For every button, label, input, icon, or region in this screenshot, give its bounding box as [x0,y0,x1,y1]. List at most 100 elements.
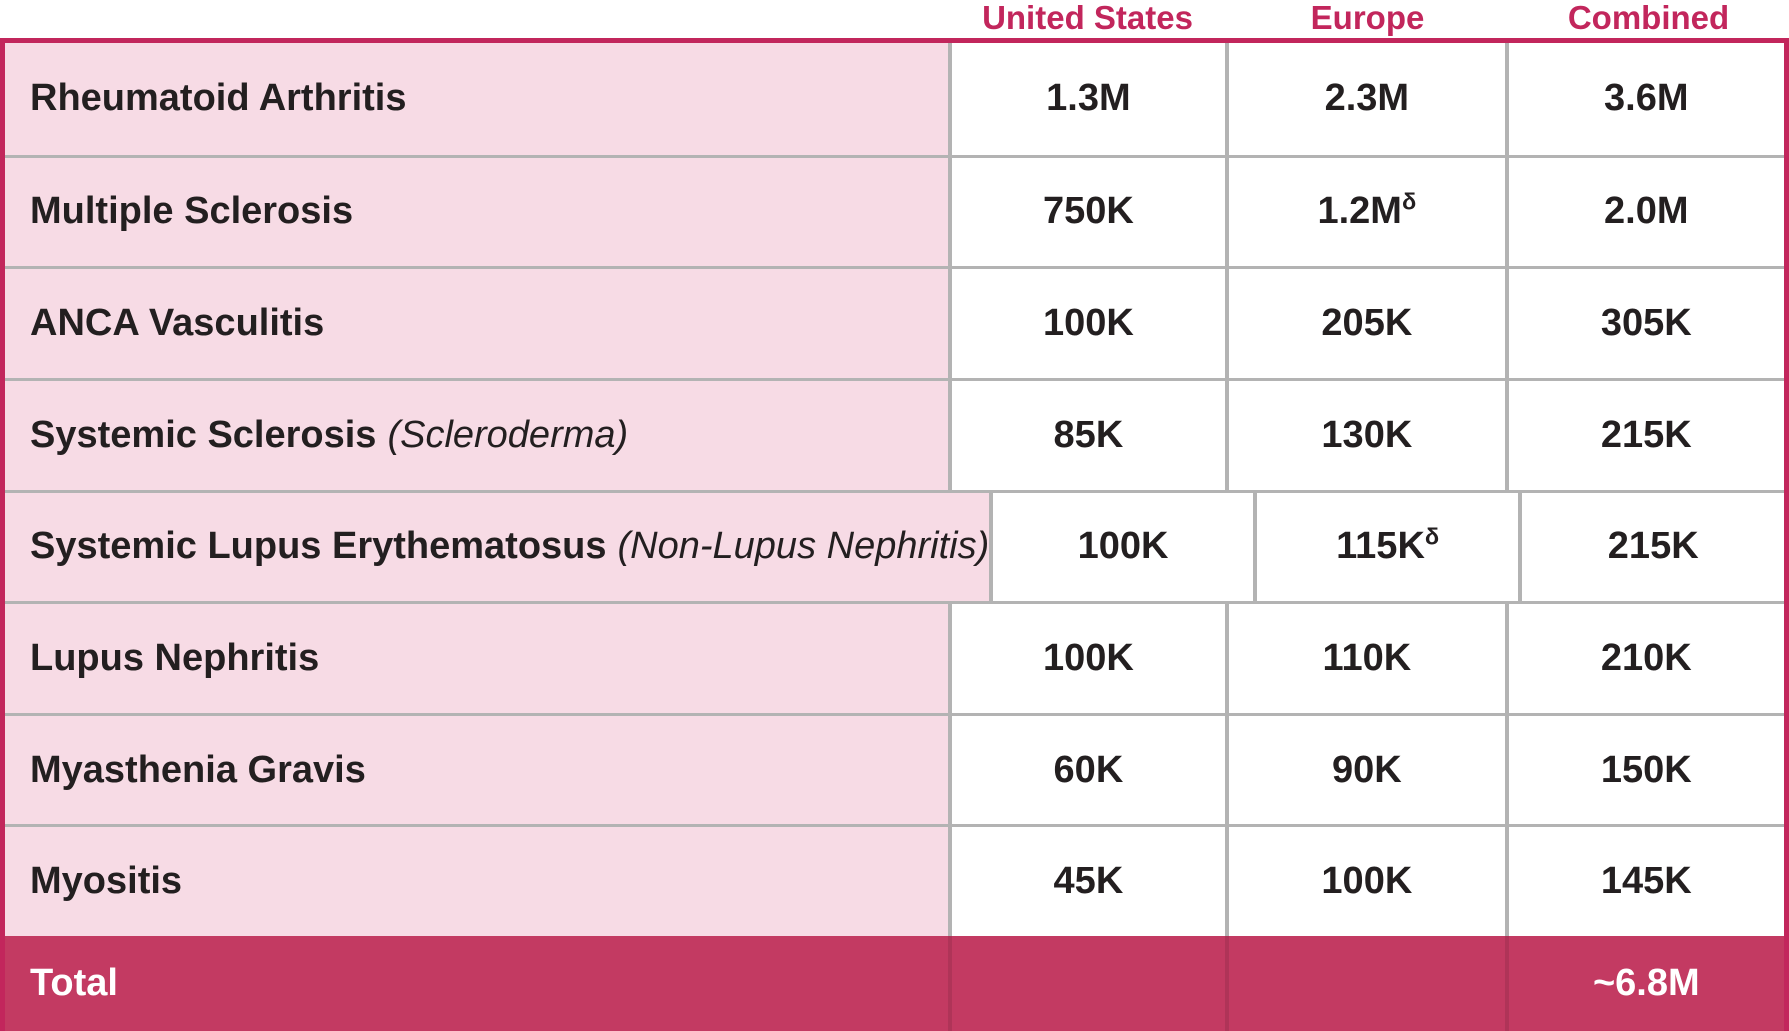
us-value-text: 100K [1042,636,1134,679]
europe-value-text: 130K [1321,413,1413,456]
europe-value-text: 205K [1321,302,1413,345]
us-value-text: 45K [1053,860,1124,903]
us-value-text: 60K [1053,748,1124,791]
europe-value: 90K [1332,749,1402,792]
europe-value: 130K [1321,414,1412,457]
table-row: Systemic Lupus Erythematosus (Non-Lupus … [5,489,1784,602]
us-value: 45K [1054,860,1124,903]
combined-value-text: 215K [1607,525,1699,568]
us-value-text: 750K [1042,190,1134,233]
disease-name-cell: Systemic Lupus Erythematosus (Non-Lupus … [5,489,990,602]
us-value-text: 1.3M [1046,77,1131,120]
combined-value-text: 210K [1600,636,1692,679]
disease-name-cell: Systemic Sclerosis (Scleroderma) [5,377,948,490]
combined-value-cell: 3.6M [1504,43,1784,155]
table-row: Multiple Sclerosis 750K 1.2Mδ 2.0M [5,154,1784,267]
disease-name: Systemic Lupus Erythematosus [30,525,607,568]
disease-name: Myasthenia Gravis [30,748,366,791]
disease-name: Myositis [30,860,183,903]
combined-value: 2.0M [1604,190,1688,233]
us-value-cell: 1.3M [947,43,1226,155]
us-value-text: 85K [1053,413,1124,456]
total-us-cell [947,936,1225,1031]
combined-value-text: 2.0M [1604,190,1689,233]
combined-value-cell: 145K [1504,824,1784,936]
combined-value: 210K [1601,637,1692,680]
combined-value: 215K [1601,414,1692,457]
europe-value: 100K [1321,860,1412,903]
combined-value-text: 215K [1600,413,1692,456]
us-value: 750K [1043,190,1134,233]
europe-value: 205K [1321,302,1412,345]
combined-value-cell: 215K [1504,377,1784,490]
us-value-cell: 85K [947,377,1226,490]
disease-name-cell: Multiple Sclerosis [5,154,948,267]
us-value-cell: 100K [947,601,1226,713]
combined-value-text: 3.6M [1604,77,1689,120]
europe-value-cell: 90K [1225,712,1505,825]
table-row: Rheumatoid Arthritis 1.3M 2.3M 3.6M [5,43,1784,155]
combined-value-cell: 2.0M [1504,154,1784,267]
us-value: 100K [1043,302,1134,345]
us-value: 100K [1043,637,1134,680]
column-header-united-states: United States [982,0,1193,36]
europe-value-text: 110K [1322,636,1412,679]
combined-value-cell: 215K [1518,489,1784,602]
disease-name: Rheumatoid Arthritis [30,77,407,120]
total-combined-value: ~6.8M [1592,962,1700,1004]
europe-value-cell: 1.2Mδ [1225,154,1505,267]
disease-name: Systemic Sclerosis [30,413,377,456]
us-value-cell: 45K [947,824,1226,936]
combined-value-cell: 305K [1504,266,1784,378]
us-value-cell: 100K [989,489,1253,602]
europe-value-text: 100K [1321,860,1413,903]
disease-name: ANCA Vasculitis [30,302,325,345]
combined-value-text: 145K [1600,860,1692,903]
europe-value-cell: 205K [1225,266,1505,378]
disease-name-cell: Myositis [5,824,948,936]
europe-value: 115Kδ [1336,525,1439,568]
combined-value: 215K [1608,525,1699,568]
table-body: Rheumatoid Arthritis 1.3M 2.3M 3.6M Mult… [5,43,1784,936]
europe-value-cell: 110K [1225,601,1505,713]
table-row: Lupus Nephritis 100K 110K 210K [5,601,1784,713]
us-value-text: 100K [1042,302,1134,345]
total-row: Total ~6.8M [5,936,1784,1031]
europe-value-text: 115K [1336,525,1425,568]
europe-value-cell: 2.3M [1225,43,1505,155]
disease-name: Lupus Nephritis [30,636,320,679]
total-label: Total [30,962,118,1004]
disease-name: Multiple Sclerosis [30,190,354,233]
europe-value: 110K [1322,637,1411,680]
table-row: Myositis 45K 100K 145K [5,824,1784,936]
disease-name-cell: Lupus Nephritis [5,601,948,713]
us-value: 85K [1054,414,1124,457]
delta-superscript: δ [1401,188,1417,215]
us-value: 100K [1078,525,1169,568]
disease-name-note: (Scleroderma) [387,413,629,456]
combined-value: 145K [1601,860,1692,903]
disease-name-cell: ANCA Vasculitis [5,266,948,378]
table-row: Systemic Sclerosis (Scleroderma) 85K 130… [5,377,1784,490]
us-value: 1.3M [1046,77,1130,120]
table-row: Myasthenia Gravis 60K 90K 150K [5,712,1784,825]
disease-name-cell: Rheumatoid Arthritis [5,43,948,155]
europe-value-cell: 100K [1225,824,1505,936]
us-value-text: 100K [1077,525,1169,568]
europe-value: 1.2Mδ [1317,190,1416,233]
disease-name-note: (Non-Lupus Nephritis) [617,525,990,568]
column-header-combined: Combined [1567,0,1730,36]
europe-value-text: 2.3M [1324,77,1410,120]
europe-value-cell: 130K [1225,377,1505,490]
combined-value: 305K [1601,302,1692,345]
combined-value-text: 305K [1600,302,1692,345]
combined-value-cell: 210K [1504,601,1784,713]
table-row: ANCA Vasculitis 100K 205K 305K [5,266,1784,378]
europe-value-text: 90K [1331,748,1402,791]
disease-name-cell: Myasthenia Gravis [5,712,948,825]
prevalence-table: Rheumatoid Arthritis 1.3M 2.3M 3.6M Mult… [0,38,1789,1031]
us-value: 60K [1054,749,1124,792]
combined-value: 3.6M [1604,77,1688,120]
delta-superscript: δ [1424,523,1440,550]
total-combined-cell: ~6.8M [1504,936,1784,1031]
